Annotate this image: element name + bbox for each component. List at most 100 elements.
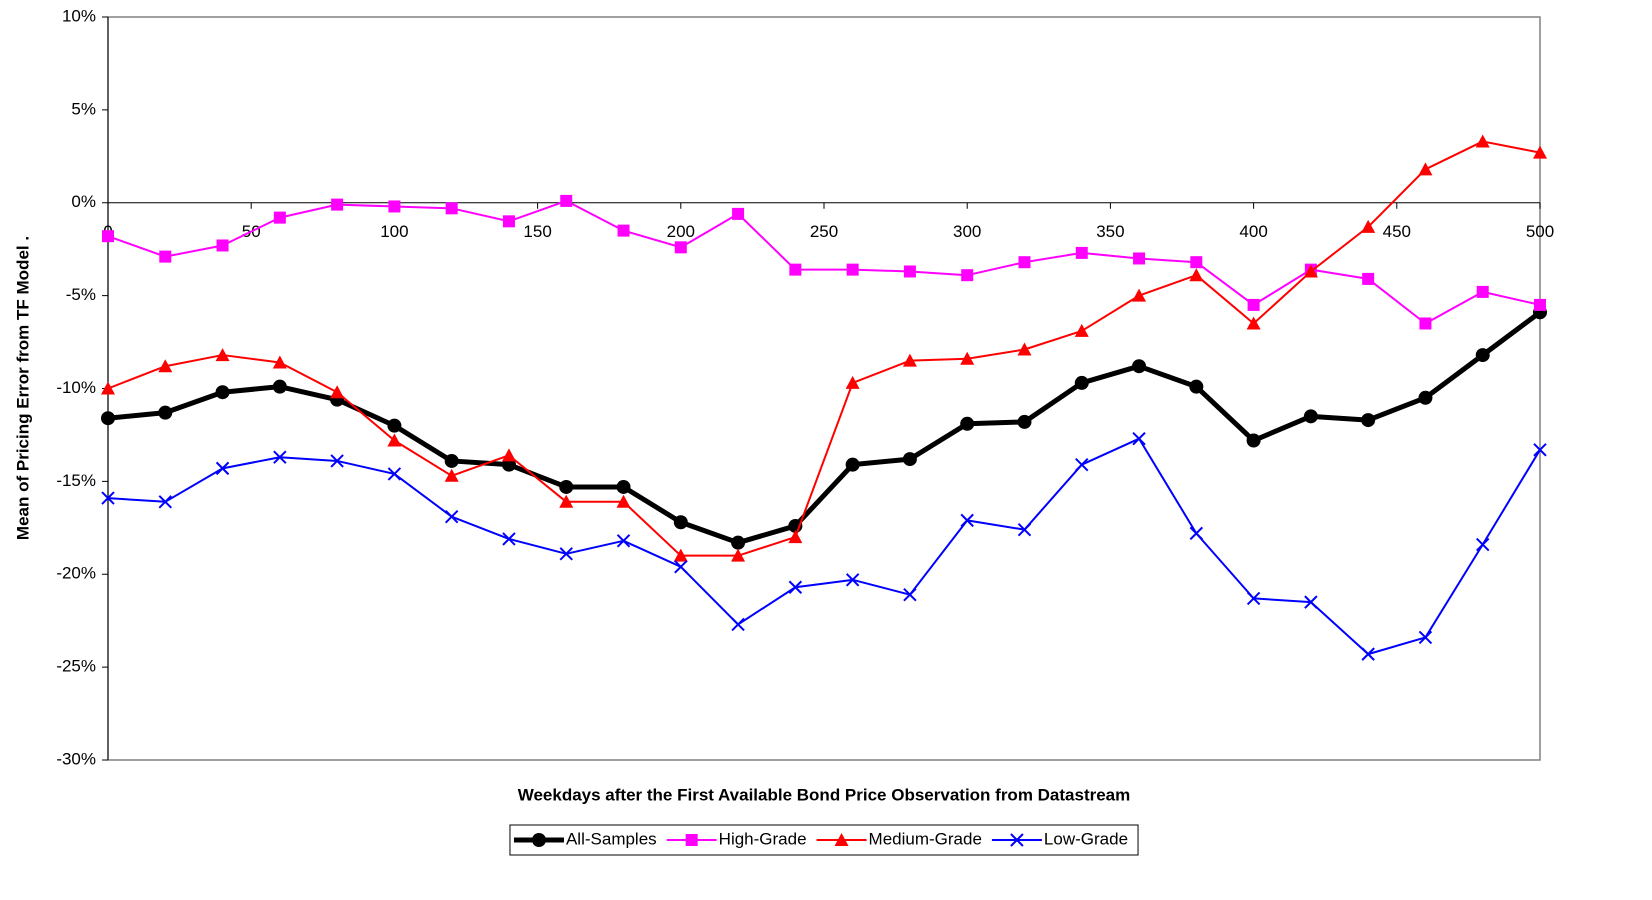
data-point (331, 198, 344, 211)
data-point (1476, 285, 1489, 298)
x-tick-label: 500 (1526, 222, 1554, 241)
data-point (1189, 526, 1204, 541)
data-point (1475, 134, 1490, 148)
data-point (1132, 359, 1147, 374)
data-point (501, 448, 516, 462)
data-point (502, 215, 515, 228)
data-point (846, 263, 859, 276)
data-point (1132, 288, 1147, 302)
y-tick-label: -5% (66, 285, 96, 304)
data-point (273, 450, 287, 464)
data-point (673, 548, 688, 562)
data-point (388, 200, 401, 213)
data-point (1075, 246, 1088, 259)
data-point (731, 548, 746, 562)
data-point (789, 263, 802, 276)
data-point (1476, 537, 1490, 552)
data-point (902, 452, 917, 467)
data-point (216, 239, 229, 252)
data-point (215, 385, 230, 400)
data-point (1017, 414, 1032, 429)
data-point (387, 433, 402, 447)
data-point (387, 467, 402, 481)
y-tick-label: 0% (71, 192, 96, 211)
data-point (674, 560, 688, 574)
data-point (1189, 379, 1204, 394)
data-point (1190, 256, 1203, 269)
y-tick-label: 10% (62, 6, 96, 25)
data-point (101, 381, 115, 395)
data-point (158, 405, 173, 420)
plot-area (107, 16, 1541, 761)
legend-label: Low-Grade (1044, 829, 1128, 848)
x-tick-label: 350 (1096, 222, 1124, 241)
data-point (1074, 323, 1089, 337)
data-point (559, 479, 574, 494)
data-point (961, 269, 974, 282)
data-point (1361, 413, 1376, 428)
data-point (845, 375, 860, 389)
data-point (1534, 298, 1546, 311)
data-point (845, 457, 860, 472)
data-point (1533, 145, 1547, 159)
data-point (732, 207, 745, 220)
data-point (444, 509, 459, 524)
data-point (1533, 443, 1547, 457)
data-point (902, 353, 917, 367)
y-tick-label: -10% (56, 378, 96, 397)
data-point (1246, 316, 1261, 330)
data-point (1189, 268, 1204, 282)
data-point (616, 479, 631, 494)
legend-marker (531, 833, 546, 847)
data-point (1017, 342, 1032, 356)
data-point (101, 491, 115, 505)
data-point (731, 535, 746, 550)
legend-label: High-Grade (719, 829, 807, 848)
data-point (617, 224, 630, 237)
data-point (215, 348, 230, 362)
legend-marker (834, 833, 849, 846)
data-point (845, 573, 860, 587)
data-point (560, 194, 573, 207)
data-point (445, 202, 458, 215)
data-point (559, 494, 574, 508)
x-tick-label: 300 (953, 222, 981, 241)
data-point (616, 494, 631, 508)
series-line (107, 310, 1542, 546)
legend-label: All-Samples (566, 829, 657, 848)
data-point (903, 265, 916, 278)
data-point (272, 379, 287, 394)
data-point (1074, 375, 1089, 390)
data-point (102, 230, 114, 243)
data-point (1418, 630, 1433, 645)
data-point (1018, 256, 1031, 269)
data-point (1418, 162, 1433, 176)
y-axis-label: Mean of Pricing Error from TF Model . (13, 236, 32, 540)
data-point (1303, 409, 1318, 424)
data-point (1133, 252, 1146, 265)
x-tick-label: 400 (1239, 222, 1267, 241)
data-point (960, 416, 975, 431)
data-point (1247, 298, 1260, 311)
data-point (1132, 431, 1146, 446)
data-point (1303, 264, 1318, 278)
data-point (158, 495, 172, 509)
x-tick-label: 200 (667, 222, 695, 241)
data-point (1361, 219, 1376, 233)
data-point (273, 211, 286, 224)
data-point (1075, 457, 1089, 472)
data-point (616, 534, 631, 548)
data-point (731, 617, 745, 632)
y-tick-label: -20% (56, 564, 96, 583)
x-tick-label: 450 (1383, 222, 1411, 241)
data-point (330, 385, 345, 399)
data-point (960, 513, 974, 528)
x-tick-label: 150 (523, 222, 551, 241)
data-point (674, 241, 687, 254)
data-point (215, 461, 230, 476)
data-point (330, 454, 344, 468)
series-line (107, 140, 1541, 557)
legend-label: Medium-Grade (869, 829, 982, 848)
y-tick-label: -30% (56, 749, 96, 768)
